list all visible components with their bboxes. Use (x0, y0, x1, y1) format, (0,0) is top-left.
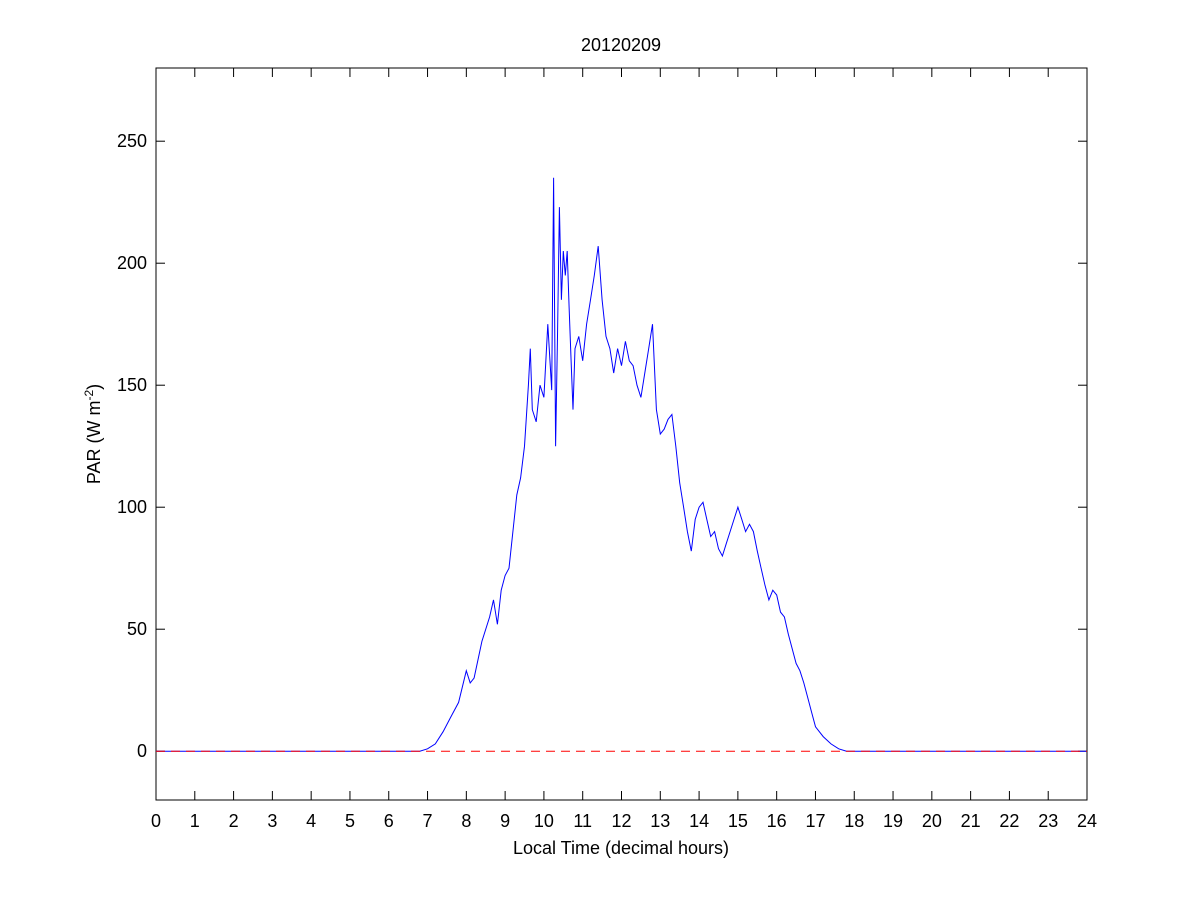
x-tick-label: 15 (728, 811, 748, 831)
par-series-line (156, 177, 1087, 752)
x-tick-label: 12 (611, 811, 631, 831)
x-tick-label: 24 (1077, 811, 1097, 831)
x-tick-label: 19 (883, 811, 903, 831)
x-tick-label: 7 (423, 811, 433, 831)
x-tick-label: 8 (461, 811, 471, 831)
series-layer (156, 177, 1087, 752)
y-tick-label: 250 (117, 131, 147, 151)
y-tick-label: 100 (117, 497, 147, 517)
y-axis-label-main: PAR (W m (84, 401, 104, 485)
x-tick-label: 14 (689, 811, 709, 831)
y-axis-label-close: ) (84, 384, 104, 390)
x-tick-label: 9 (500, 811, 510, 831)
x-tick-label: 10 (534, 811, 554, 831)
y-axis-label-superscript: -2 (82, 390, 96, 401)
x-tick-label: 2 (229, 811, 239, 831)
x-tick-label: 23 (1038, 811, 1058, 831)
y-axis-label: PAR (W m-2) (82, 384, 104, 484)
x-tick-label: 5 (345, 811, 355, 831)
x-tick-label: 13 (650, 811, 670, 831)
x-tick-label: 4 (306, 811, 316, 831)
x-tick-label: 20 (922, 811, 942, 831)
x-axis-label: Local Time (decimal hours) (513, 838, 729, 858)
chart-title: 20120209 (581, 35, 661, 55)
y-tick-label: 50 (127, 619, 147, 639)
x-tick-label: 3 (267, 811, 277, 831)
y-tick-label: 0 (137, 741, 147, 761)
y-tick-label: 150 (117, 375, 147, 395)
axis-ticks: 0 1 2 3 4 5 6 7 8 9 10 11 12 13 14 15 16 17 18 19 20 21 22 23 24… (117, 68, 1097, 831)
x-tick-label: 6 (384, 811, 394, 831)
x-tick-label: 0 (151, 811, 161, 831)
x-tick-label: 21 (961, 811, 981, 831)
x-tick-label: 22 (999, 811, 1019, 831)
y-tick-label: 200 (117, 253, 147, 273)
x-tick-label: 1 (190, 811, 200, 831)
x-tick-label: 17 (805, 811, 825, 831)
x-tick-label: 16 (767, 811, 787, 831)
x-tick-label: 18 (844, 811, 864, 831)
x-tick-label: 11 (573, 811, 592, 831)
